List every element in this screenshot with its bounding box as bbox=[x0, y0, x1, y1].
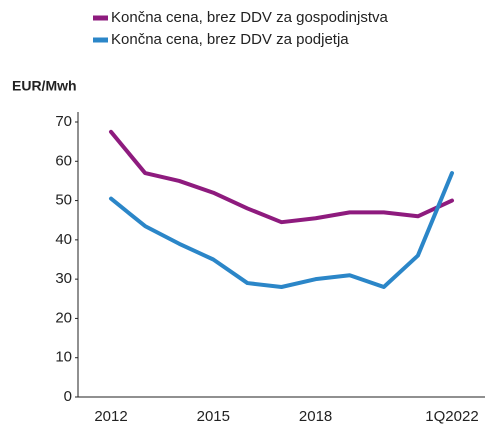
y-axis-label: EUR/Mwh bbox=[12, 78, 77, 94]
x-tick-label: 2012 bbox=[94, 408, 127, 425]
y-tick-label: 60 bbox=[55, 152, 72, 169]
y-tick-label: 30 bbox=[55, 270, 72, 287]
y-tick-label: 50 bbox=[55, 192, 72, 209]
line-series bbox=[109, 171, 454, 289]
y-tick-label: 10 bbox=[55, 349, 72, 366]
x-tick-label: 2015 bbox=[197, 408, 230, 425]
legend-swatch bbox=[93, 37, 108, 43]
legend-label: Končna cena, brez DDV za podjetja bbox=[111, 31, 349, 48]
y-tick-label: 20 bbox=[55, 309, 72, 326]
x-tick-label: 1Q2022 bbox=[425, 408, 478, 425]
x-tick-label: 2018 bbox=[299, 408, 332, 425]
y-tick-label: 0 bbox=[64, 388, 72, 405]
y-tick-label: 40 bbox=[55, 231, 72, 248]
legend-label: Končna cena, brez DDV za gospodinjstva bbox=[111, 9, 388, 26]
line-series bbox=[109, 129, 454, 225]
y-tick-label: 70 bbox=[55, 113, 72, 130]
legend-swatch bbox=[93, 15, 108, 21]
